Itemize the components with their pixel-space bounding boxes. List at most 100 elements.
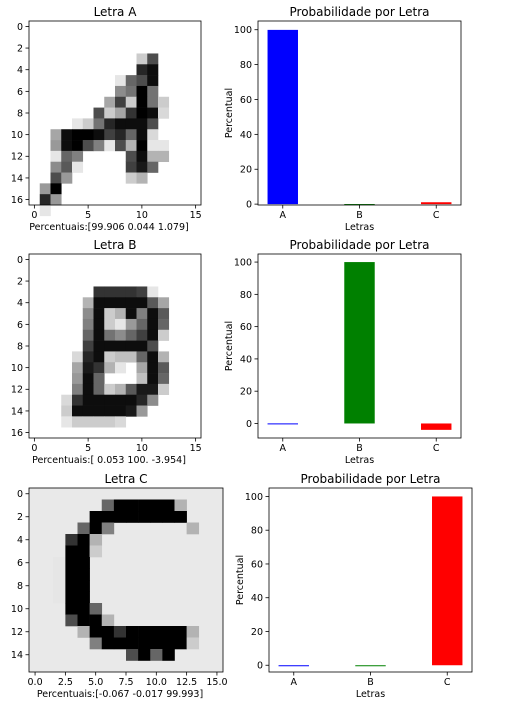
heatmap-pixel (125, 150, 137, 163)
heatmap-pixel (72, 140, 84, 152)
y-tick-label: 20 (240, 387, 252, 398)
x-tick-label: 10 (136, 210, 148, 221)
y-tick-label: 16 (11, 428, 23, 439)
heatmap-pixel (125, 85, 137, 98)
heatmap-pixel (39, 194, 51, 206)
y-tick-label: 0 (17, 255, 23, 266)
x-tick-label: 5 (85, 210, 91, 221)
y-tick-label: 100 (234, 25, 252, 36)
heatmap-pixel (115, 308, 127, 320)
heatmap-pixel (162, 499, 175, 512)
heatmap-caption: Percentuais:[99.906 0.044 1.079] (29, 222, 188, 233)
heatmap-pixel (126, 499, 139, 512)
heatmap-pixel (147, 286, 159, 298)
heatmap-pixel (147, 362, 159, 374)
y-tick-label: 16 (11, 195, 23, 206)
heatmap-pixel (65, 614, 78, 627)
heatmap-pixel (72, 351, 84, 363)
heatmap-pixel (174, 637, 187, 650)
heatmap-pixel (89, 603, 103, 615)
heatmap-pixel (174, 626, 187, 638)
heatmap-pixel (53, 591, 66, 604)
y-tick-label: 0 (246, 200, 252, 211)
heatmap-pixel (125, 172, 137, 184)
heatmap-panel-3: Letra C 0.0 2.5 5.0 7.5 10.0 12.5 15.0 0 2 4 6 8 10 12… (11, 472, 228, 700)
x-tick-label: B (356, 210, 363, 221)
bar-panel-2: Probabilidade por Letra A B C 0 20 40 60 80 100 Le… (224, 238, 462, 466)
y-tick-label: 60 (251, 559, 263, 570)
heatmap-pixel (61, 416, 73, 428)
heatmap-pixel (65, 603, 78, 615)
heatmap-pixel (72, 373, 84, 385)
x-tick-label: 0.0 (28, 677, 43, 688)
bar-panel-1: Probabilidade por Letra A B C 0 20 40 60 80 100 Le… (224, 5, 462, 233)
heatmap-pixel (104, 362, 116, 374)
heatmap-pixel (89, 511, 103, 523)
heatmap-pixel (65, 545, 78, 558)
heatmap-pixel (72, 118, 84, 130)
heatmap-pixel (115, 140, 127, 152)
heatmap-pixel (82, 118, 94, 130)
heatmap-pixel (150, 637, 163, 650)
heatmap-pixel (162, 511, 175, 523)
bar-title: Probabilidade por Letra (290, 5, 430, 19)
y-tick-label: 20 (240, 165, 252, 176)
bar-B (344, 262, 375, 424)
heatmap-pixel (104, 340, 116, 352)
bar-title: Probabilidade por Letra (301, 472, 441, 486)
heatmap-pixel (72, 161, 84, 173)
heatmap-pixel (72, 150, 84, 163)
heatmap-pixel (136, 373, 148, 385)
y-tick-label: 40 (240, 354, 252, 365)
x-tick-label: 15 (190, 443, 202, 454)
heatmap-pixel (115, 107, 127, 119)
y-tick-label: 12 (11, 627, 23, 638)
heatmap-pixel (101, 522, 115, 535)
y-tick-label: 12 (11, 152, 23, 163)
heatmap-pixel (136, 318, 148, 331)
heatmap-pixel (65, 591, 78, 604)
heatmap-pixel (125, 129, 137, 141)
x-tick-label: 10 (136, 443, 148, 454)
x-tick-label: 7.5 (118, 677, 133, 688)
heatmap-pixel (89, 614, 103, 627)
y-tick-label: 6 (17, 320, 23, 331)
heatmap-pixel (77, 545, 90, 558)
y-tick-label: 40 (240, 130, 252, 141)
heatmap-pixel (136, 329, 148, 341)
heatmap-pixel (158, 96, 170, 108)
y-tick-label: 12 (11, 385, 23, 396)
heatmap-pixel (93, 129, 105, 141)
heatmap-pixel (147, 383, 159, 396)
heatmap-pixel (115, 340, 127, 352)
heatmap-pixel (158, 107, 170, 119)
heatmap-pixel (126, 626, 139, 638)
heatmap-pixel (115, 351, 127, 363)
heatmap-pixel (150, 626, 163, 638)
heatmap-pixel (82, 297, 94, 309)
heatmap-pixel (77, 603, 90, 615)
heatmap-pixel (65, 557, 78, 569)
y-tick-label: 14 (11, 650, 23, 661)
heatmap-pixel (53, 580, 66, 592)
heatmap-pixel (125, 297, 137, 309)
heatmap-pixel (39, 205, 51, 217)
y-tick-label: 10 (11, 363, 23, 374)
y-tick-label: 0 (17, 489, 23, 500)
heatmap-pixel (115, 362, 127, 374)
heatmap-pixel (104, 129, 116, 141)
heatmap-pixel (50, 161, 62, 173)
heatmap-pixel (186, 626, 200, 638)
heatmap-pixel (72, 383, 84, 396)
heatmap-pixel (104, 405, 116, 417)
heatmap-pixel (158, 150, 170, 163)
heatmap-pixel (53, 557, 66, 569)
heatmap-pixel (50, 194, 62, 206)
heatmap-caption: Percentuais:[ 0.053 100. -3.954] (32, 455, 186, 466)
heatmap-pixel (82, 340, 94, 352)
heatmap-pixel (136, 383, 148, 396)
x-tick-label: 2.5 (58, 677, 73, 688)
heatmap-pixel (115, 85, 127, 98)
y-tick-label: 100 (234, 257, 252, 268)
heatmap-pixel (186, 637, 200, 650)
